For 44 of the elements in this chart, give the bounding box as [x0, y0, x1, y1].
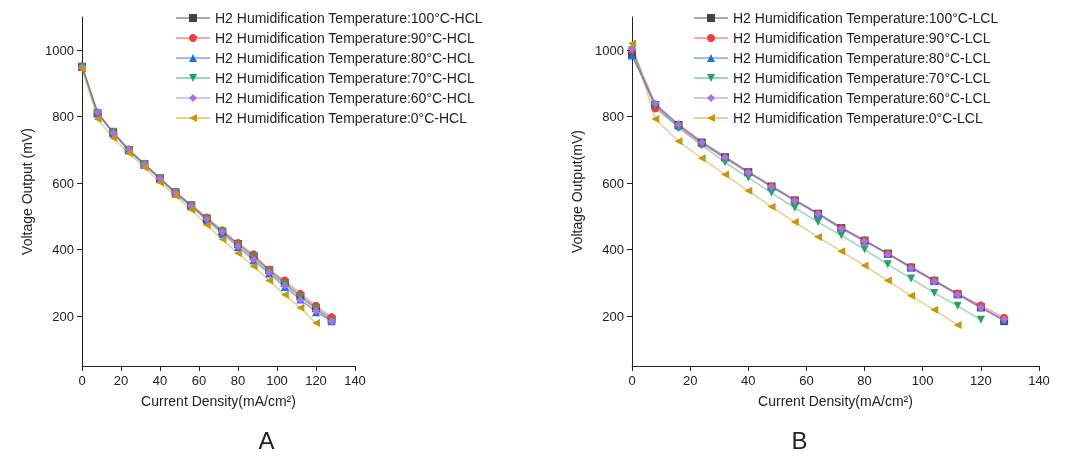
- y-tick-label: 800: [52, 109, 74, 125]
- y-tick-label: 200: [52, 308, 74, 324]
- legend-label: H2 Humidification Temperature:60°C-LCL: [733, 90, 991, 106]
- y-tick-label: 200: [602, 308, 624, 324]
- x-tick-label: 40: [152, 373, 168, 388]
- x-axis-title: Current Density(mA/cm²): [141, 393, 296, 409]
- legend-label: H2 Humidification Temperature:90°C-LCL: [733, 30, 991, 46]
- legend-label: H2 Humidification Temperature:80°C-LCL: [733, 50, 991, 66]
- x-tick-label: 120: [970, 373, 992, 388]
- x-tick-label: 20: [113, 373, 129, 388]
- x-axis-title: Current Density(mA/cm²): [758, 393, 913, 409]
- x-tick-label: 0: [78, 373, 86, 388]
- y-axis-title: Voltage Output (mV): [19, 128, 35, 255]
- legend-label: H2 Humidification Temperature:0°C-LCL: [733, 110, 983, 126]
- legend-label: H2 Humidification Temperature:100°C-HCL: [215, 10, 483, 26]
- x-tick-label: 100: [911, 373, 934, 388]
- x-tick-label: 80: [857, 373, 872, 388]
- legend-label: H2 Humidification Temperature:70°C-HCL: [215, 70, 475, 86]
- y-tick-label: 400: [52, 242, 74, 258]
- x-tick-label: 100: [266, 373, 288, 388]
- y-tick-label: 400: [602, 242, 624, 258]
- x-tick-label: 0: [628, 373, 636, 388]
- text: A: [258, 426, 275, 454]
- legend-label: H2 Humidification Temperature:90°C-HCL: [215, 30, 475, 46]
- y-axis-title: Voltage Output(mV): [569, 130, 585, 253]
- x-tick-label: 60: [799, 373, 814, 388]
- text: B: [791, 426, 808, 454]
- legend-label: H2 Humidification Temperature:70°C-LCL: [733, 70, 991, 86]
- y-tick-label: 600: [52, 175, 74, 191]
- x-tick-label: 140: [344, 373, 366, 388]
- x-tick-label: 80: [230, 373, 246, 388]
- y-tick-label: 1000: [45, 42, 74, 58]
- y-tick-label: 600: [602, 175, 624, 191]
- x-tick-label: 40: [741, 373, 756, 388]
- legend-label: H2 Humidification Temperature:80°C-HCL: [215, 50, 475, 66]
- x-tick-label: 60: [191, 373, 207, 388]
- y-tick-label: 1000: [595, 42, 624, 58]
- legend-label: H2 Humidification Temperature:0°C-HCL: [215, 110, 468, 126]
- y-tick-label: 800: [602, 109, 624, 125]
- legend-label: H2 Humidification Temperature:100°C-LCL: [733, 10, 999, 26]
- x-tick-label: 20: [682, 373, 698, 388]
- legend-label: H2 Humidification Temperature:60°C-HCL: [215, 90, 475, 106]
- x-tick-label: 120: [305, 373, 327, 388]
- x-tick-label: 140: [1028, 373, 1050, 388]
